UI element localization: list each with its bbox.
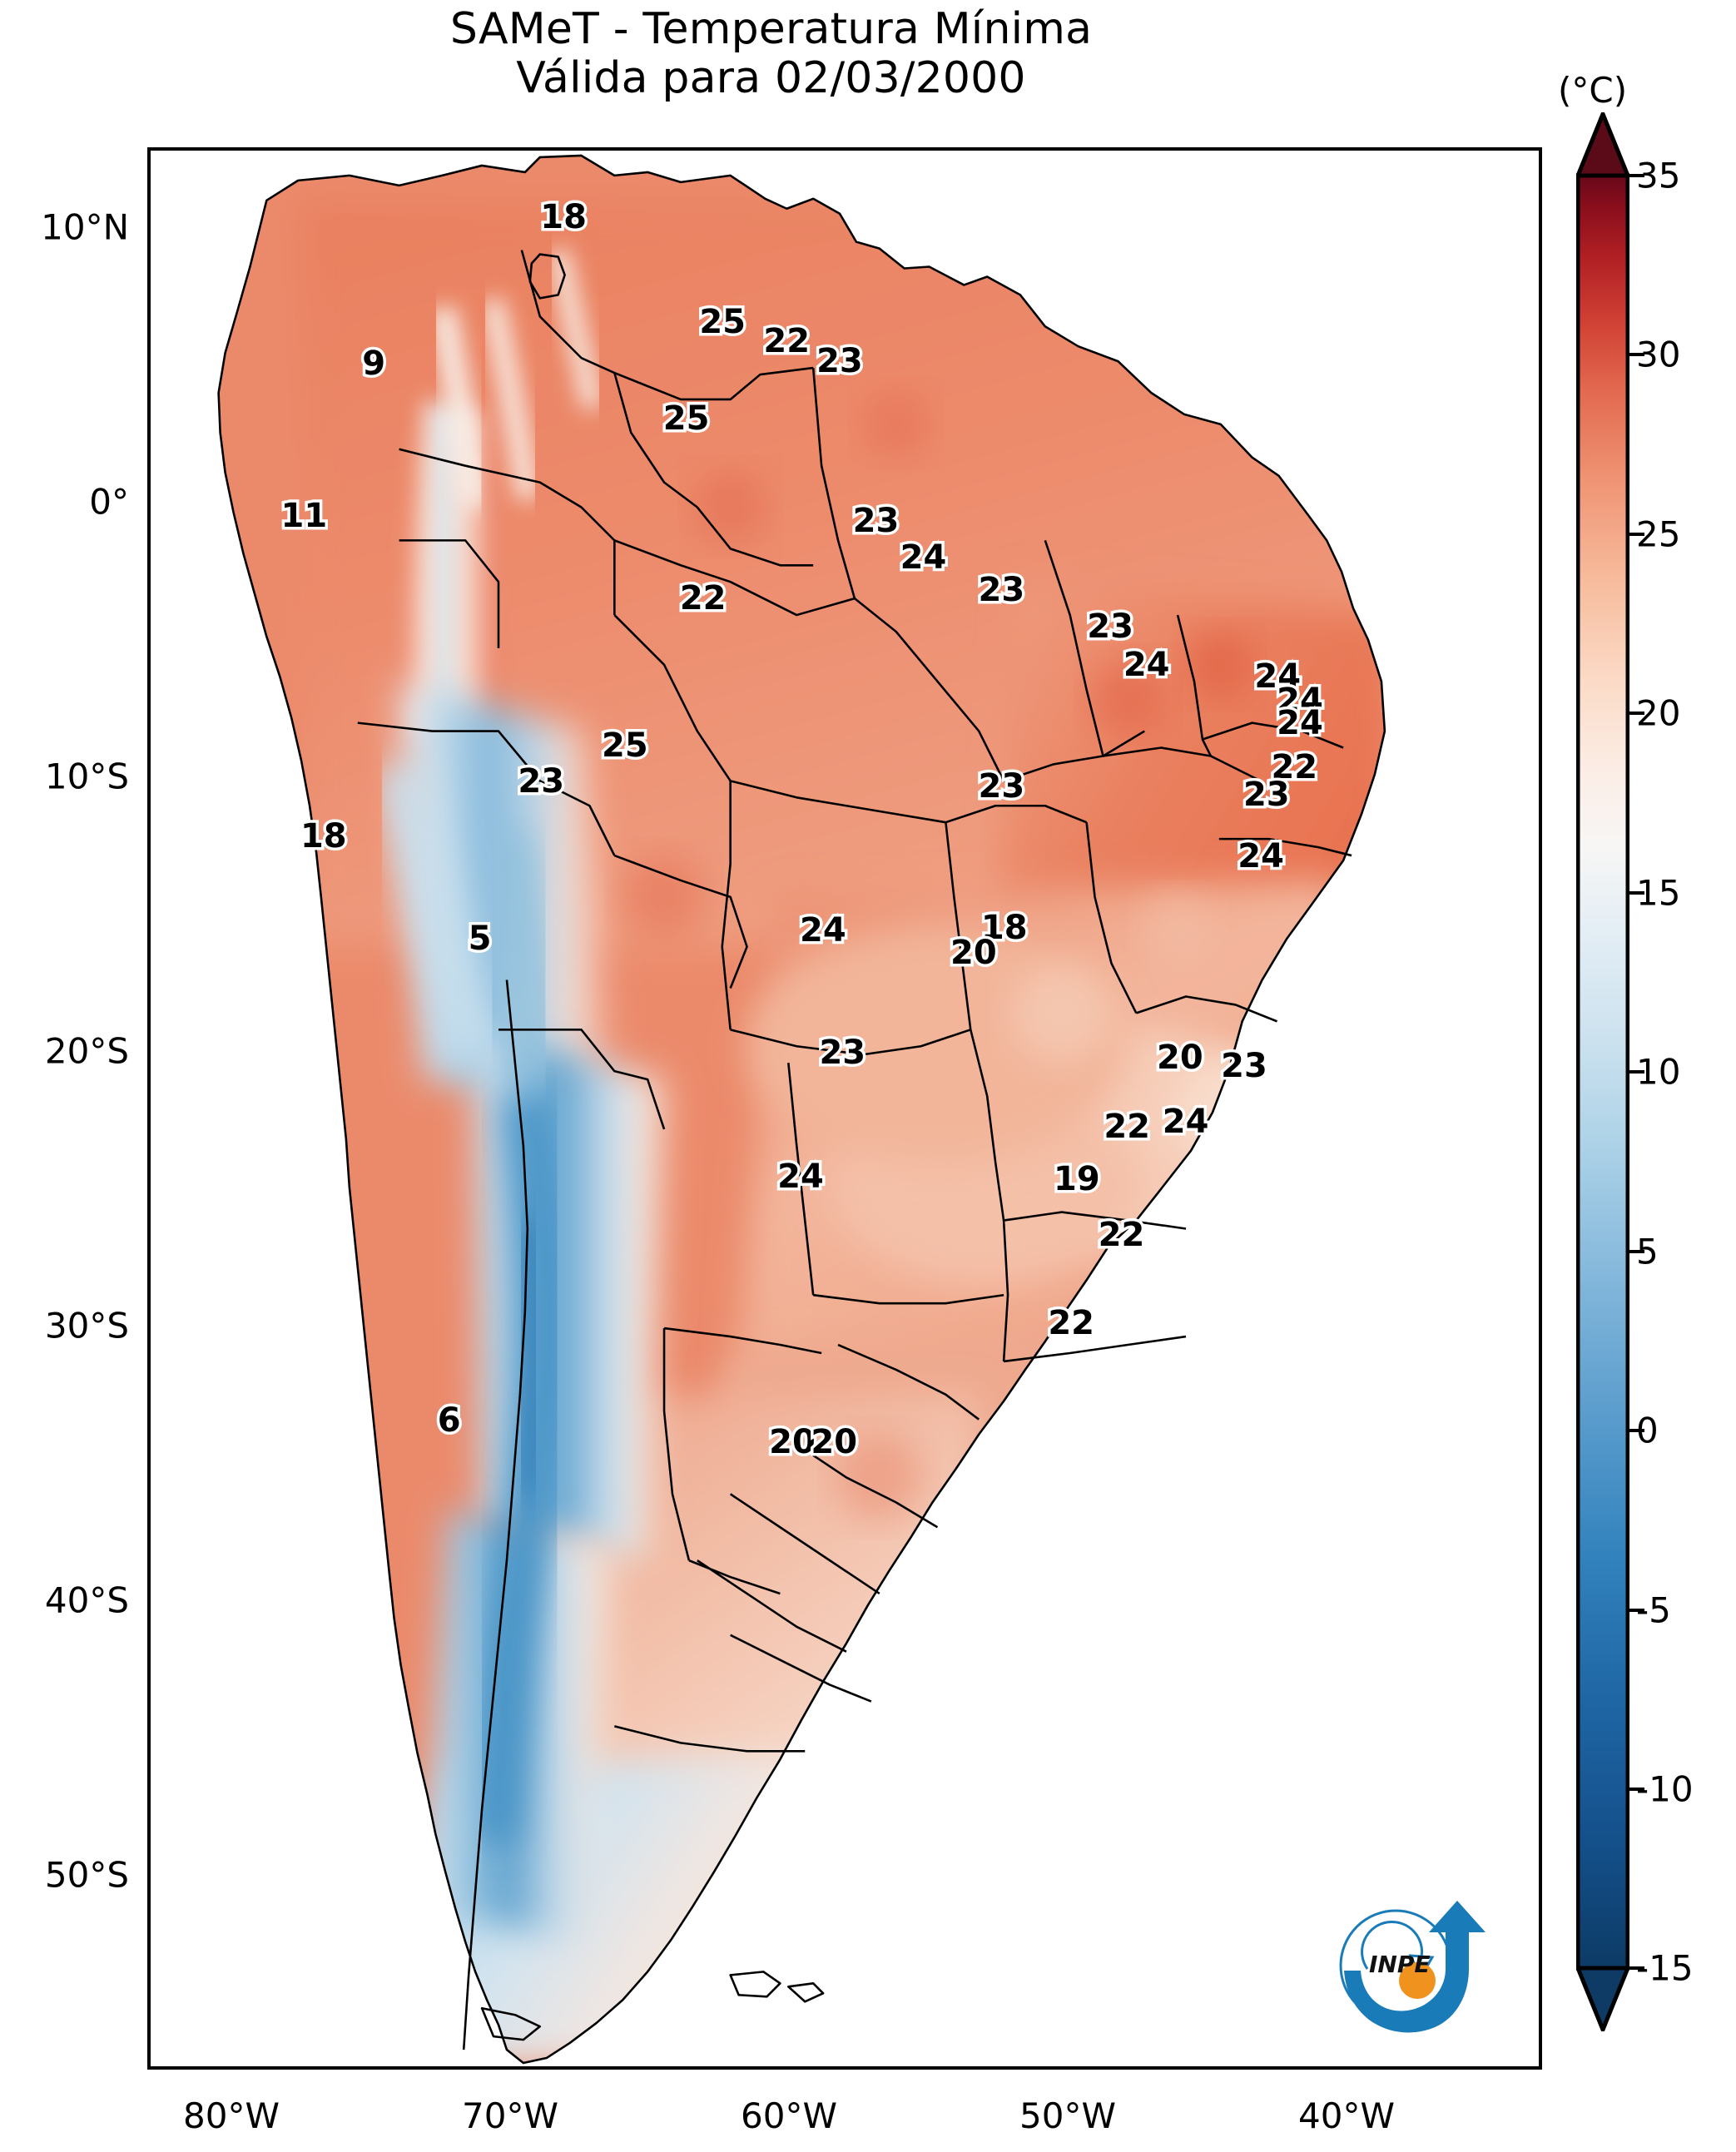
political-boundaries	[217, 154, 1386, 2065]
temperature-value-label: 9	[360, 341, 389, 385]
temperature-value-label: 18	[297, 815, 350, 859]
temperature-value-label: 24	[897, 535, 950, 579]
temperature-value-label: 20	[766, 1421, 819, 1465]
inpe-logo: INPE	[1319, 1889, 1494, 2055]
temperature-value-label: 18	[538, 195, 590, 239]
chart-subtitle: Válida para 02/03/2000	[516, 52, 1026, 103]
colorbar-extend-top	[1576, 112, 1629, 178]
thermal-field	[218, 155, 1385, 2064]
temperature-value-label: 23	[515, 759, 568, 803]
page-title: SAMeT - Temperatura Mínima	[449, 4, 1093, 54]
temperature-value-label: 24	[1274, 702, 1327, 746]
x-tick-label: 60°W	[741, 2095, 837, 2136]
temperature-value-label: 11	[278, 493, 330, 538]
x-tick-label: 40°W	[1298, 2095, 1395, 2136]
colorbar-tick-label: 5	[1636, 1231, 1659, 1272]
y-tick-label: 10°N	[41, 206, 129, 248]
temperature-value-label: 5	[465, 917, 494, 961]
y-tick-label: 50°S	[44, 1854, 129, 1896]
temperature-value-label: 22	[677, 577, 729, 621]
temperature-value-label: 22	[761, 320, 813, 364]
temperature-value-label: 19	[1051, 1158, 1104, 1202]
colorbar-tick-label: 10	[1636, 1051, 1681, 1093]
temperature-value-label: 25	[697, 300, 749, 345]
logo-dot-icon	[1399, 1962, 1436, 1999]
temperature-value-label: 22	[1101, 1105, 1153, 1149]
y-tick-label: 20°S	[44, 1030, 129, 1072]
colorbar-tick-label: 20	[1636, 692, 1681, 734]
temperature-value-label: 24	[1159, 1099, 1212, 1143]
colorbar[interactable]: 35 30 25 20 15 10 5 0 -5 -10 -15	[1576, 112, 1694, 2031]
map-plot-area: 18 9 25 22 23 25 11 23 24 22 23 23 24 24 24 24 25 23 22 23 2…	[147, 147, 1542, 2070]
x-tick-label: 70°W	[462, 2095, 558, 2136]
colorbar-tick-label: -10	[1636, 1768, 1694, 1810]
x-tick-label: 50°W	[1019, 2095, 1116, 2136]
colorbar-tick-label: -15	[1636, 1947, 1694, 1989]
temperature-value-label: 23	[816, 1030, 869, 1074]
colorbar-tick-label: 30	[1636, 334, 1681, 375]
x-tick-label: 80°W	[183, 2095, 280, 2136]
temperature-value-label: 18	[978, 905, 1030, 950]
y-tick-label: 30°S	[44, 1305, 129, 1346]
temperature-value-label: 25	[660, 397, 712, 441]
logo-text: INPE	[1369, 1951, 1431, 1978]
temperature-value-label: 22	[1095, 1212, 1148, 1257]
y-tick-label: 10°S	[44, 756, 129, 797]
colorbar-extend-bottom	[1576, 1966, 1629, 2031]
temperature-map	[217, 154, 1386, 2065]
temperature-value-label: 23	[1084, 604, 1137, 648]
temperature-value-label: 22	[1268, 746, 1321, 790]
temperature-value-label: 25	[599, 723, 652, 767]
logo-inner-arc	[1361, 1920, 1424, 1970]
y-tick-label: 40°S	[44, 1579, 129, 1621]
x-axis: 80°W 70°W 60°W 50°W 40°W	[0, 2077, 1736, 2152]
temperature-value-label: 23	[814, 339, 866, 383]
colorbar-body	[1576, 173, 1629, 1971]
temperature-value-label: 22	[1045, 1302, 1098, 1346]
colorbar-tick-label: 15	[1636, 872, 1681, 914]
temperature-value-label: 20	[1154, 1036, 1207, 1080]
y-axis: 10°N 0° 10°S 20°S 30°S 40°S 50°S	[0, 0, 147, 2152]
temperature-value-label: 24	[1252, 654, 1304, 698]
temperature-value-label: 24	[1235, 834, 1287, 878]
logo-swoosh-icon	[1344, 1901, 1486, 2033]
temperature-value-label: 24	[1120, 643, 1173, 687]
temperature-value-label: 23	[850, 499, 902, 543]
temperature-value-label: 24	[1274, 679, 1327, 723]
y-tick-label: 0°	[89, 481, 129, 523]
temperature-value-label: 23	[975, 765, 1028, 809]
temperature-value-label: 20	[948, 930, 1000, 974]
temperature-value-label: 6	[434, 1398, 464, 1442]
temperature-value-label: 24	[797, 909, 850, 953]
temperature-value-label: 24	[775, 1155, 827, 1199]
chart-title-block: SAMeT - Temperatura Mínima Válida para 0…	[0, 5, 1542, 103]
colorbar-swatch	[1576, 112, 1629, 2031]
colorbar-tick-label: 0	[1636, 1410, 1659, 1451]
temperature-value-label: 20	[808, 1421, 861, 1465]
colorbar-tick-label: 25	[1636, 513, 1681, 555]
temperature-value-label: 23	[1218, 1044, 1271, 1088]
colorbar-tick-label: 35	[1636, 155, 1681, 196]
colorbar-tick-label: -5	[1636, 1589, 1671, 1631]
colorbar-unit-label: (°C)	[1558, 70, 1628, 111]
temperature-value-label: 23	[1240, 773, 1292, 817]
temperature-value-label: 23	[975, 568, 1028, 612]
